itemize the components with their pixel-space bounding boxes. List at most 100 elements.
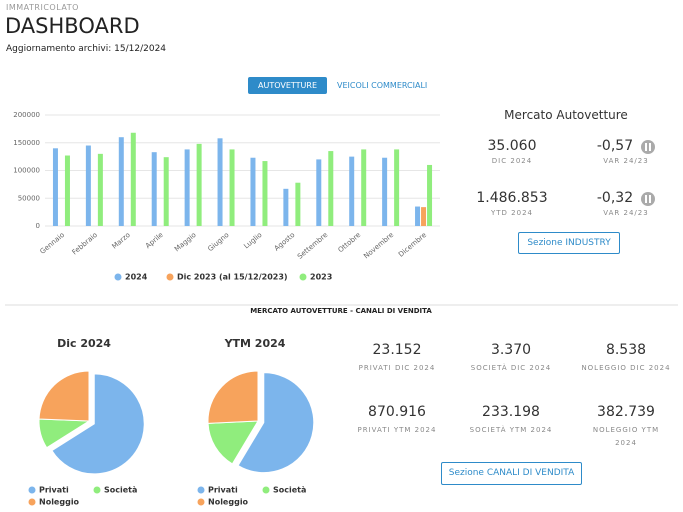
- x-tick-label: Dicembre: [397, 231, 428, 259]
- y-tick-label: 200000: [13, 111, 40, 119]
- x-tick-label: Febbraio: [71, 231, 99, 257]
- x-tick-label: Settembre: [296, 231, 329, 261]
- kpi-label: NOLEGGIO DIC 2024: [581, 364, 671, 372]
- bar: [118, 137, 124, 226]
- legend-label: 2024: [125, 273, 148, 282]
- kpi-value: 8.538: [605, 342, 647, 358]
- kpi-value: -0,57: [596, 138, 634, 154]
- kpi-value: 1.486.853: [476, 190, 548, 206]
- section-title: MERCATO AUTOVETTURE - CANALI DI VENDITA: [191, 307, 491, 315]
- kpi-value: 870.916: [368, 404, 426, 420]
- legend-label: Dic 2023 (al 15/12/2023): [177, 273, 288, 282]
- kpi-value: 35.060: [487, 138, 537, 154]
- bar: [229, 149, 235, 226]
- bar: [382, 157, 388, 226]
- tab[interactable]: AUTOVETTURE: [248, 77, 327, 94]
- x-tick-label: Luglio: [242, 231, 263, 251]
- kpi-label: VAR 24/23: [603, 157, 649, 165]
- legend-marker: [28, 486, 36, 494]
- x-tick-label: Aprile: [144, 231, 165, 250]
- bar: [151, 152, 157, 226]
- y-tick-label: 50000: [18, 194, 40, 202]
- x-tick-label: Marzo: [111, 231, 132, 251]
- kpi-label: NOLEGGIO YTM 2024: [592, 426, 660, 447]
- kpi-value: 233.198: [482, 404, 540, 420]
- kpi-label: SOCIETÀ DIC 2024: [470, 364, 552, 372]
- bar: [184, 149, 190, 226]
- legend-marker: [28, 498, 36, 506]
- pie-title: Dic 2024: [57, 337, 111, 350]
- channels-button[interactable]: Sezione CANALI DI VENDITA: [441, 462, 582, 485]
- y-tick-label: 150000: [13, 139, 40, 147]
- bar: [85, 145, 91, 226]
- kpi-label: YTD 2024: [491, 209, 533, 217]
- bar: [130, 132, 136, 226]
- panel-title: Mercato Autovetture: [504, 108, 628, 122]
- industry-button[interactable]: Sezione INDUSTRY: [518, 232, 620, 254]
- pie-slice: [237, 372, 315, 474]
- bar: [349, 156, 355, 226]
- bar: [217, 138, 223, 226]
- x-tick-label: Novembre: [362, 231, 395, 260]
- bar: [283, 188, 289, 226]
- pie-slice: [207, 370, 259, 424]
- bar: [295, 182, 301, 226]
- legend-label: Società: [104, 486, 137, 495]
- legend-marker: [93, 486, 101, 494]
- legend-marker: [114, 273, 122, 281]
- kpi-label: SOCIETÀ YTM 2024: [469, 426, 553, 434]
- legend-label: Noleggio: [208, 498, 249, 507]
- bar: [415, 206, 421, 226]
- y-tick-label: 100000: [13, 167, 40, 175]
- legend-marker: [197, 498, 205, 506]
- legend-marker: [299, 273, 307, 281]
- x-tick-label: Agosto: [273, 231, 297, 253]
- x-tick-label: Giugno: [206, 231, 230, 253]
- bar: [250, 157, 256, 226]
- pie-slice: [207, 420, 259, 465]
- bar: [163, 157, 169, 226]
- kpi-label: PRIVATI DIC 2024: [358, 364, 436, 372]
- x-tick-label: Ottobre: [337, 231, 363, 254]
- legend-marker: [166, 273, 174, 281]
- legend-label: Noleggio: [39, 498, 80, 507]
- bar: [427, 164, 433, 226]
- x-tick-label: Gennaio: [39, 231, 66, 256]
- tab[interactable]: VEICOLI COMMERCIALI: [337, 81, 428, 90]
- update-info: Aggiornamento archivi: 15/12/2024: [6, 44, 167, 54]
- legend-marker: [262, 486, 270, 494]
- bar: [316, 159, 322, 226]
- legend-label: Privati: [39, 486, 69, 495]
- pie-slice: [51, 373, 145, 475]
- kpi-value: 23.152: [372, 342, 422, 358]
- legend-marker: [197, 486, 205, 494]
- bar: [262, 161, 268, 226]
- kpi-label: VAR 24/23: [603, 209, 649, 217]
- bar: [361, 149, 367, 226]
- kpi-value: 3.370: [490, 342, 532, 358]
- bar: [421, 207, 427, 226]
- var-icon: [641, 140, 655, 154]
- kpi-label: DIC 2024: [491, 157, 533, 165]
- bar: [64, 155, 70, 226]
- y-tick-label: 0: [36, 222, 40, 230]
- section-label: IMMATRICOLATO: [6, 3, 79, 12]
- kpi-value: -0,32: [596, 190, 634, 206]
- bar: [394, 149, 400, 226]
- legend-label: Privati: [208, 486, 238, 495]
- bar: [97, 153, 103, 226]
- bar: [328, 151, 334, 226]
- page-title: DASHBOARD: [5, 14, 140, 38]
- legend-label: Società: [273, 486, 306, 495]
- legend-label: 2023: [310, 273, 332, 282]
- bar: [52, 148, 58, 226]
- x-tick-label: Maggio: [173, 231, 198, 253]
- kpi-value: 382.739: [597, 404, 655, 420]
- kpi-label: PRIVATI YTM 2024: [357, 426, 437, 434]
- pie-title: YTM 2024: [224, 337, 286, 350]
- pie-slice: [38, 370, 90, 422]
- bar: [196, 143, 202, 226]
- var-icon: [641, 192, 655, 206]
